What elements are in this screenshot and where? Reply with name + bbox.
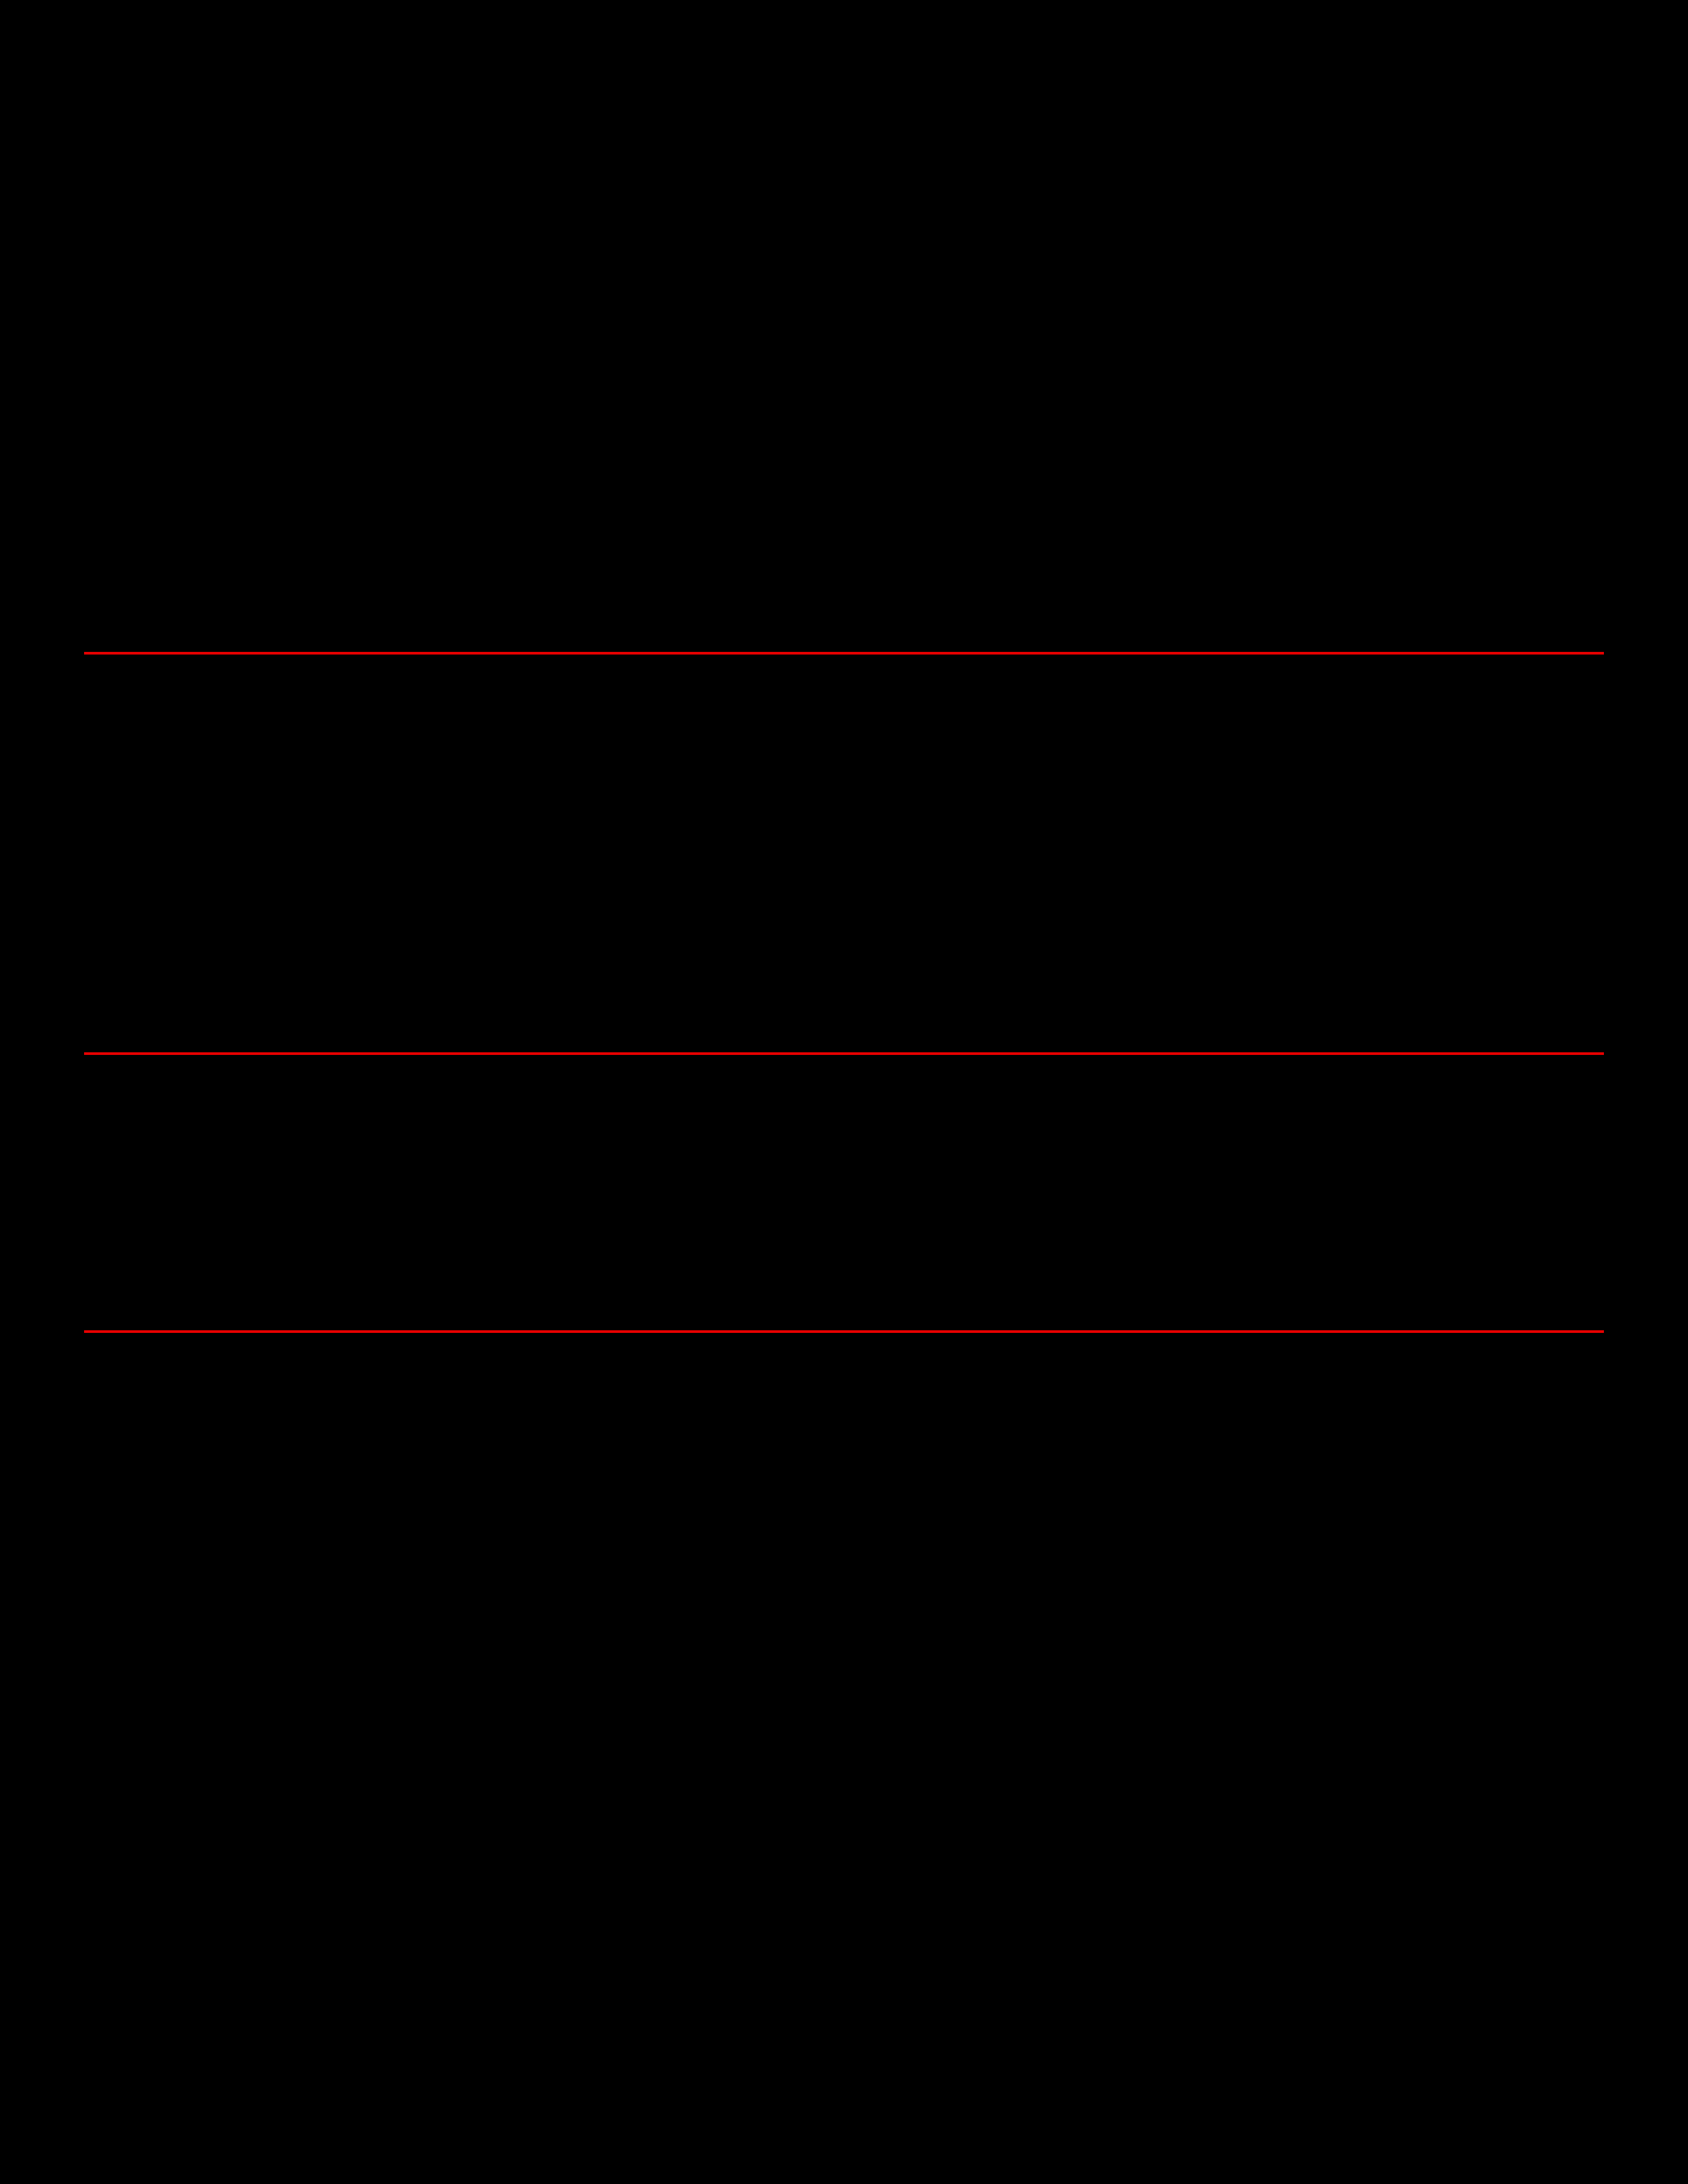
horizontal-line-3 bbox=[84, 1330, 1604, 1333]
page-canvas bbox=[0, 0, 1688, 2184]
horizontal-line-1 bbox=[84, 652, 1604, 655]
horizontal-line-2 bbox=[84, 1052, 1604, 1055]
